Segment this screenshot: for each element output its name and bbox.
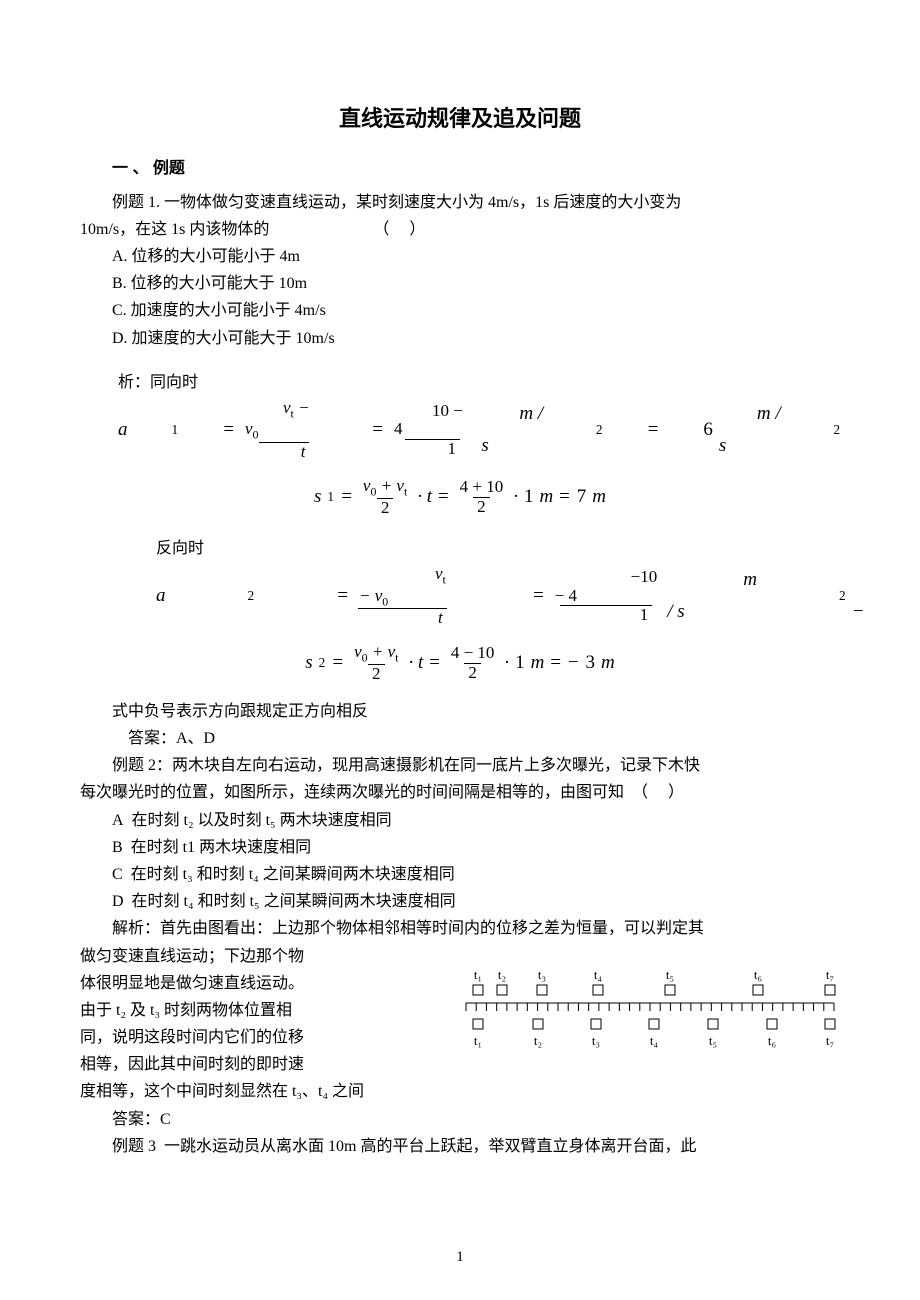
svg-text:t₂: t₂: [534, 1033, 542, 1048]
ex2-opt-d: D 在时刻 t₄ 和时刻 t₅ 之间某瞬间两木块速度相同: [80, 888, 840, 915]
formula-s2: s2 = v0 + vt2 · t = 4 − 102 · 1m = −3m: [80, 643, 840, 684]
ex1-line2: 10m/s，在这 1s 内该物体的 （ ）: [80, 216, 840, 243]
exposure-diagram: t₁ t₂ t₃ t₄ t₅ t₆ t₇ t₁ t₂ t₃ t₄ t₅ t₆ t₇: [460, 947, 840, 1071]
svg-text:t₅: t₅: [709, 1033, 717, 1048]
formula-a1: 析：同向时 a1 = vt − v0t = 10 − 41 m / s2 = 6…: [80, 366, 840, 463]
ex1-answer: 答案：A、D: [80, 725, 840, 752]
svg-text:t₃: t₃: [592, 1033, 600, 1048]
ex2-line2: 每次曝光时的位置，如图所示，连续两次曝光的时间间隔是相等的，由图可知 （ ）: [80, 779, 840, 806]
ex2-opt-b: B 在时刻 t1 两木块速度相同: [80, 834, 840, 861]
svg-text:t₄: t₄: [650, 1033, 659, 1048]
exposure-diagram-svg: t₁ t₂ t₃ t₄ t₅ t₆ t₇ t₁ t₂ t₃ t₄ t₅ t₆ t₇: [460, 947, 840, 1062]
formula-a1-prefix: 析：同向时: [118, 374, 198, 391]
svg-text:t₃: t₃: [538, 967, 546, 982]
ex1-opt-c: C. 加速度的大小可能小于 4m/s: [80, 297, 840, 324]
ex2-opt-c: C 在时刻 t₃ 和时刻 t₄ 之间某瞬间两木块速度相同: [80, 861, 840, 888]
ex2-answer: 答案：C: [80, 1106, 840, 1133]
svg-text:t₆: t₆: [768, 1033, 776, 1048]
ex2-opt-a: A 在时刻 t₂ 以及时刻 t₅ 两木块速度相同: [80, 807, 840, 834]
svg-text:t₇: t₇: [826, 1033, 834, 1048]
section-1-heading: 一 、 例题: [80, 155, 840, 182]
ex1-line1: 例题 1. 一物体做匀变速直线运动，某时刻速度大小为 4m/s，1s 后速度的大…: [80, 189, 840, 216]
doc-title: 直线运动规律及追及问题: [80, 100, 840, 137]
page: 直线运动规律及追及问题 一 、 例题 例题 1. 一物体做匀变速直线运动，某时刻…: [0, 0, 920, 1300]
formula-a2-prefix: 反向时: [156, 540, 204, 557]
svg-text:t₅: t₅: [666, 967, 674, 982]
ex1-opt-d: D. 加速度的大小可能大于 10m/s: [80, 325, 840, 352]
ex1-note: 式中负号表示方向跟规定正方向相反: [80, 698, 840, 725]
formula-s1: s1 = v0 + vt2 · t = 4 + 102 · 1m = 7m: [80, 477, 840, 518]
svg-text:t₂: t₂: [498, 967, 506, 982]
ex2-analysis-1: 解析：首先由图看出：上边那个物体相邻相等时间内的位移之差为恒量，可以判定其: [80, 915, 840, 942]
ex3-line1: 例题 3 一跳水运动员从离水面 10m 高的平台上跃起，举双臂直立身体离开台面，…: [80, 1133, 840, 1160]
ex2-analysis-7: 度相等，这个中间时刻显然在 t₃、t₄ 之间: [80, 1078, 840, 1105]
svg-text:t₄: t₄: [594, 967, 603, 982]
svg-text:t₁: t₁: [474, 967, 482, 982]
ex1-opt-b: B. 位移的大小可能大于 10m: [80, 270, 840, 297]
ex1-opt-a: A. 位移的大小可能小于 4m: [80, 243, 840, 270]
svg-text:t₇: t₇: [826, 967, 834, 982]
svg-text:t₆: t₆: [754, 967, 762, 982]
formula-a2: 反向时 a2 = vt − v0t = −10 − 41 m / s2 = −1…: [80, 532, 840, 629]
page-number: 1: [0, 1245, 920, 1271]
svg-text:t₁: t₁: [474, 1033, 482, 1048]
ex2-line1: 例题 2：两木块自左向右运动，现用高速摄影机在同一底片上多次曝光，记录下木快: [80, 752, 840, 779]
